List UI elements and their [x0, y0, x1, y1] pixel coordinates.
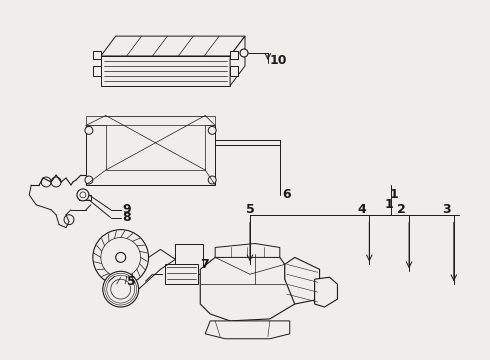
Circle shape — [101, 238, 141, 277]
Text: 8: 8 — [122, 211, 131, 224]
Polygon shape — [101, 36, 245, 56]
Polygon shape — [315, 277, 338, 307]
Polygon shape — [205, 321, 290, 339]
Text: 9: 9 — [122, 203, 131, 216]
Circle shape — [116, 252, 125, 262]
Circle shape — [208, 126, 216, 134]
Circle shape — [85, 176, 93, 184]
Text: 4: 4 — [358, 203, 367, 216]
Text: 1: 1 — [385, 198, 393, 211]
Circle shape — [111, 279, 131, 299]
Polygon shape — [215, 243, 280, 257]
Polygon shape — [86, 116, 215, 125]
Text: 2: 2 — [397, 203, 406, 216]
Polygon shape — [86, 125, 215, 185]
Text: 1: 1 — [389, 188, 398, 201]
Polygon shape — [93, 66, 101, 76]
Polygon shape — [101, 56, 230, 86]
Text: 3: 3 — [442, 203, 451, 216]
Polygon shape — [79, 195, 91, 200]
Text: 5: 5 — [127, 275, 136, 288]
Circle shape — [64, 215, 74, 225]
Polygon shape — [93, 51, 101, 59]
Circle shape — [77, 189, 89, 201]
Polygon shape — [230, 51, 238, 59]
Polygon shape — [200, 255, 294, 321]
Polygon shape — [106, 116, 205, 170]
Circle shape — [41, 177, 51, 187]
Text: 7: 7 — [200, 258, 209, 271]
Text: 6: 6 — [282, 188, 291, 201]
Circle shape — [93, 230, 148, 285]
Polygon shape — [230, 66, 238, 76]
Bar — [175, 244, 203, 274]
Circle shape — [208, 176, 216, 184]
Polygon shape — [285, 257, 319, 304]
Circle shape — [85, 126, 93, 134]
Circle shape — [80, 192, 86, 198]
Circle shape — [51, 177, 61, 187]
Polygon shape — [230, 36, 245, 86]
Circle shape — [103, 271, 139, 307]
Polygon shape — [166, 264, 198, 284]
Text: 10: 10 — [270, 54, 287, 67]
Text: 5: 5 — [245, 203, 254, 216]
Circle shape — [240, 49, 248, 57]
